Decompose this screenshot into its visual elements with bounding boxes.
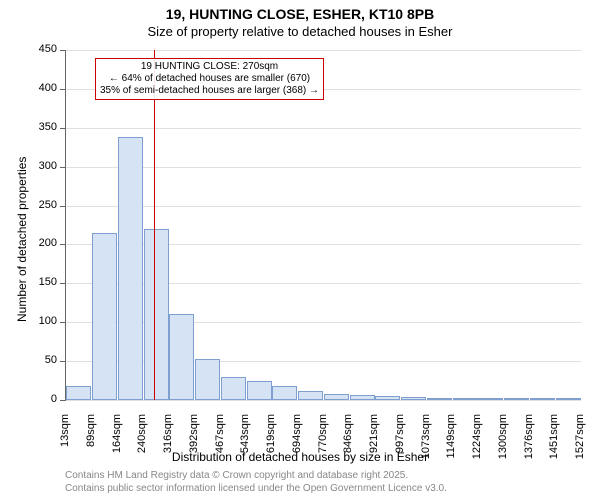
x-tick-label: 316sqm [162, 414, 174, 474]
y-tick [60, 322, 65, 323]
y-tick-label: 200 [25, 237, 57, 249]
x-tick-label: 89sqm [85, 414, 97, 474]
callout-line-3: 35% of semi-detached houses are larger (… [100, 85, 319, 97]
x-tick-label: 13sqm [59, 414, 71, 474]
y-tick-label: 150 [25, 276, 57, 288]
x-tick-label: 1527sqm [574, 414, 586, 474]
y-tick [60, 400, 65, 401]
histogram-bar [169, 314, 194, 400]
callout-line-1: 19 HUNTING CLOSE: 270sqm [100, 61, 319, 73]
y-tick [60, 283, 65, 284]
histogram-bar [556, 398, 581, 400]
y-tick [60, 50, 65, 51]
callout-line-2: ← 64% of detached houses are smaller (67… [100, 73, 319, 85]
y-axis-label: Number of detached properties [15, 122, 29, 322]
y-gridline [66, 50, 581, 51]
histogram-bar [427, 398, 452, 400]
chart-subtitle: Size of property relative to detached ho… [0, 24, 600, 39]
x-tick-label: 921sqm [368, 414, 380, 474]
x-tick-label: 619sqm [265, 414, 277, 474]
histogram-bar [118, 137, 143, 400]
histogram-bar [530, 398, 555, 400]
y-tick [60, 167, 65, 168]
x-tick-label: 770sqm [317, 414, 329, 474]
x-tick-label: 1300sqm [497, 414, 509, 474]
x-tick-label: 164sqm [111, 414, 123, 474]
y-tick-label: 350 [25, 121, 57, 133]
histogram-bar [144, 229, 169, 400]
histogram-bar [247, 381, 272, 400]
chart-title: 19, HUNTING CLOSE, ESHER, KT10 8PB [0, 6, 600, 22]
x-tick-label: 1376sqm [523, 414, 535, 474]
y-tick-label: 300 [25, 160, 57, 172]
callout-box: 19 HUNTING CLOSE: 270sqm← 64% of detache… [95, 58, 324, 100]
y-tick [60, 128, 65, 129]
histogram-bar [401, 397, 426, 400]
histogram-bar [272, 386, 297, 400]
x-tick-label: 997sqm [394, 414, 406, 474]
y-tick-label: 450 [25, 43, 57, 55]
y-tick [60, 89, 65, 90]
y-tick [60, 361, 65, 362]
plot-area [65, 50, 581, 401]
histogram-bar [453, 398, 478, 400]
x-tick-label: 543sqm [239, 414, 251, 474]
x-tick-label: 846sqm [342, 414, 354, 474]
histogram-bar [324, 394, 349, 400]
y-gridline [66, 128, 581, 129]
y-tick [60, 206, 65, 207]
x-tick-label: 694sqm [291, 414, 303, 474]
histogram-bar [350, 395, 375, 400]
y-tick-label: 0 [25, 393, 57, 405]
histogram-bar [195, 359, 220, 400]
y-tick-label: 50 [25, 354, 57, 366]
histogram-bar [478, 398, 503, 400]
histogram-bar [92, 233, 117, 400]
x-tick-label: 1149sqm [445, 414, 457, 474]
y-tick-label: 400 [25, 82, 57, 94]
y-tick-label: 100 [25, 315, 57, 327]
y-gridline [66, 167, 581, 168]
property-marker-line [154, 50, 155, 400]
x-tick-label: 1073sqm [420, 414, 432, 474]
x-tick-label: 240sqm [136, 414, 148, 474]
x-tick-label: 467sqm [214, 414, 226, 474]
histogram-bar [504, 398, 529, 400]
y-gridline [66, 400, 581, 401]
x-tick-label: 392sqm [188, 414, 200, 474]
histogram-bar [298, 391, 323, 400]
histogram-bar [375, 396, 400, 400]
x-tick-label: 1451sqm [548, 414, 560, 474]
footer-line-2: Contains public sector information licen… [65, 483, 447, 494]
histogram-bar [66, 386, 91, 400]
y-tick [60, 244, 65, 245]
chart-container: 19, HUNTING CLOSE, ESHER, KT10 8PB Size … [0, 0, 600, 500]
y-tick-label: 250 [25, 199, 57, 211]
histogram-bar [221, 377, 246, 400]
x-tick-label: 1224sqm [471, 414, 483, 474]
y-gridline [66, 206, 581, 207]
